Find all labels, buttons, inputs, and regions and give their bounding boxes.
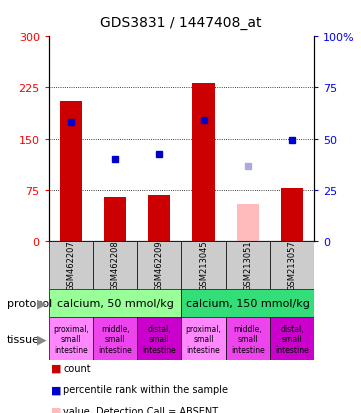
Text: ■: ■ xyxy=(51,363,61,373)
Text: percentile rank within the sample: percentile rank within the sample xyxy=(63,385,228,394)
Bar xyxy=(93,242,137,289)
Bar xyxy=(281,188,303,242)
Bar xyxy=(192,83,214,242)
Text: protocol: protocol xyxy=(7,298,52,308)
Bar xyxy=(182,289,314,317)
Bar xyxy=(182,242,226,289)
Text: middle,
small
intestine: middle, small intestine xyxy=(231,324,265,354)
Bar xyxy=(137,242,182,289)
Text: GSM462209: GSM462209 xyxy=(155,240,164,291)
Bar xyxy=(226,242,270,289)
Bar xyxy=(49,289,182,317)
Bar xyxy=(237,204,259,242)
Text: ■: ■ xyxy=(51,385,61,394)
Text: GSM462207: GSM462207 xyxy=(66,240,75,291)
Text: GSM462208: GSM462208 xyxy=(110,240,119,291)
Text: proximal,
small
intestine: proximal, small intestine xyxy=(53,324,89,354)
Text: distal,
small
intestine: distal, small intestine xyxy=(275,324,309,354)
Text: tissue: tissue xyxy=(7,334,40,344)
Text: proximal,
small
intestine: proximal, small intestine xyxy=(186,324,221,354)
Text: calcium, 50 mmol/kg: calcium, 50 mmol/kg xyxy=(57,298,174,308)
Text: ▶: ▶ xyxy=(37,297,46,310)
Text: distal,
small
intestine: distal, small intestine xyxy=(143,324,176,354)
Bar xyxy=(137,317,182,361)
Text: value, Detection Call = ABSENT: value, Detection Call = ABSENT xyxy=(63,406,218,413)
Text: GSM213051: GSM213051 xyxy=(243,240,252,291)
Bar xyxy=(270,317,314,361)
Bar xyxy=(49,317,93,361)
Text: count: count xyxy=(63,363,91,373)
Text: GDS3831 / 1447408_at: GDS3831 / 1447408_at xyxy=(100,16,261,30)
Bar xyxy=(93,317,137,361)
Text: calcium, 150 mmol/kg: calcium, 150 mmol/kg xyxy=(186,298,310,308)
Text: GSM213057: GSM213057 xyxy=(287,240,296,291)
Text: middle,
small
intestine: middle, small intestine xyxy=(98,324,132,354)
Bar xyxy=(226,317,270,361)
Bar xyxy=(104,197,126,242)
Text: ■: ■ xyxy=(51,406,61,413)
Bar xyxy=(182,317,226,361)
Text: ▶: ▶ xyxy=(37,332,46,345)
Bar xyxy=(60,102,82,242)
Text: GSM213045: GSM213045 xyxy=(199,240,208,291)
Bar xyxy=(270,242,314,289)
Bar xyxy=(49,242,93,289)
Bar xyxy=(148,195,170,242)
